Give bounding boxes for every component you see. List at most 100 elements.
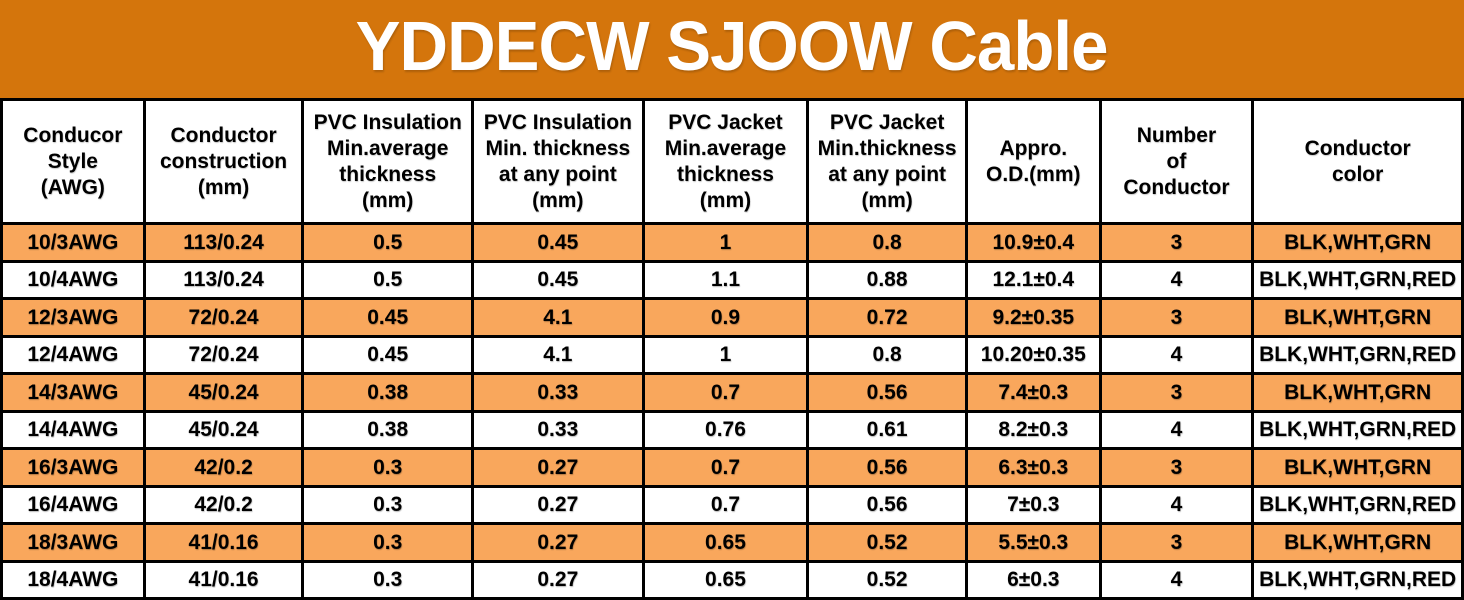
table-row: 18/4AWG 41/0.16 0.3 0.27 0.65 0.52 6±0.3 4 BLK,W… [0,559,1464,600]
header-cell-pvc-jacket-min-average: PVC Jacket Min.average thickness (mm) [641,98,810,225]
table-cell-approx-od: 9.2±0.35 [964,297,1102,338]
table-cell-pvc-jacket-min-average: 0.76 [641,409,810,450]
table-cell-pvc-jacket-min-point: 0.56 [806,484,968,525]
table-cell-pvc-insulation-min-point: 0.33 [471,372,645,413]
table-cell-conductor-style: 14/3AWG [0,372,146,413]
header-cell-conductor-style: Conducor Style (AWG) [0,98,146,225]
table-cell-conductor-style: 18/4AWG [0,559,146,600]
table-row: 18/3AWG 41/0.16 0.3 0.27 0.65 0.52 5.5±0.3 3 BLK… [0,522,1464,563]
table-cell-number-of-conductor: 3 [1098,372,1255,413]
table-cell-pvc-jacket-min-average: 1.1 [641,259,810,300]
table-cell-conductor-construction: 72/0.24 [142,297,305,338]
table-cell-conductor-style: 16/4AWG [0,484,146,525]
table-cell-conductor-color: BLK,WHT,GRN [1251,222,1464,263]
table-cell-conductor-construction: 72/0.24 [142,334,305,375]
table-cell-pvc-jacket-min-average: 0.7 [641,484,810,525]
table-cell-conductor-style: 10/3AWG [0,222,146,263]
table-cell-pvc-insulation-min-average: 0.5 [301,222,474,263]
table-cell-pvc-insulation-min-average: 0.38 [301,409,474,450]
table-cell-conductor-construction: 45/0.24 [142,372,305,413]
table-cell-conductor-style: 10/4AWG [0,259,146,300]
table-cell-conductor-color: BLK,WHT,GRN,RED [1251,484,1464,525]
table-cell-conductor-color: BLK,WHT,GRN [1251,522,1464,563]
header-cell-pvc-insulation-min-average: PVC Insulation Min.average thickness (mm… [301,98,474,225]
table-cell-number-of-conductor: 3 [1098,222,1255,263]
header-cell-pvc-insulation-min-point: PVC Insulation Min. thickness at any poi… [471,98,645,225]
page-title: YDDECW SJOOW Cable [356,7,1109,85]
table-cell-number-of-conductor: 3 [1098,522,1255,563]
table-cell-pvc-jacket-min-point: 0.52 [806,559,968,600]
table-cell-conductor-color: BLK,WHT,GRN,RED [1251,259,1464,300]
header-cell-number-of-conductor: Number of Conductor [1098,98,1255,225]
table-row: 10/3AWG 113/0.24 0.5 0.45 1 0.8 10.9±0.4 3 BLK,W… [0,222,1464,263]
table-cell-pvc-jacket-min-average: 0.9 [641,297,810,338]
table-cell-pvc-insulation-min-average: 0.3 [301,559,474,600]
title-banner: YDDECW SJOOW Cable [0,0,1464,98]
table-cell-pvc-jacket-min-point: 0.8 [806,334,968,375]
table-cell-conductor-construction: 42/0.2 [142,447,305,488]
table-cell-conductor-construction: 41/0.16 [142,522,305,563]
table-cell-pvc-jacket-min-point: 0.61 [806,409,968,450]
table-cell-conductor-color: BLK,WHT,GRN,RED [1251,559,1464,600]
table-row: 16/3AWG 42/0.2 0.3 0.27 0.7 0.56 6.3±0.3 3 BLK,W… [0,447,1464,488]
table-cell-pvc-insulation-min-point: 0.27 [471,484,645,525]
table-cell-conductor-construction: 41/0.16 [142,559,305,600]
table-cell-pvc-insulation-min-average: 0.3 [301,484,474,525]
table-cell-pvc-insulation-min-average: 0.45 [301,297,474,338]
table-cell-pvc-jacket-min-average: 0.7 [641,447,810,488]
table-cell-pvc-jacket-min-average: 1 [641,334,810,375]
table-cell-pvc-jacket-min-point: 0.52 [806,522,968,563]
table-cell-conductor-color: BLK,WHT,GRN [1251,447,1464,488]
table-row: 10/4AWG 113/0.24 0.5 0.45 1.1 0.88 12.1±0.4 4 BL… [0,259,1464,300]
table-cell-pvc-insulation-min-point: 0.27 [471,447,645,488]
table-row: 14/4AWG 45/0.24 0.38 0.33 0.76 0.61 8.2±0.3 4 BL… [0,409,1464,450]
table-cell-number-of-conductor: 3 [1098,297,1255,338]
table-cell-conductor-construction: 42/0.2 [142,484,305,525]
table-cell-approx-od: 12.1±0.4 [964,259,1102,300]
table-cell-pvc-jacket-min-point: 0.56 [806,447,968,488]
table-cell-pvc-insulation-min-point: 0.33 [471,409,645,450]
table-cell-pvc-jacket-min-point: 0.56 [806,372,968,413]
table-cell-pvc-insulation-min-average: 0.3 [301,447,474,488]
cable-spec-table: Conducor Style (AWG) Conductor constructi… [0,98,1464,600]
table-cell-conductor-color: BLK,WHT,GRN [1251,297,1464,338]
header-cell-approx-od: Appro. O.D.(mm) [964,98,1102,225]
table-cell-approx-od: 10.20±0.35 [964,334,1102,375]
table-cell-number-of-conductor: 3 [1098,447,1255,488]
table-row: 12/3AWG 72/0.24 0.45 4.1 0.9 0.72 9.2±0.35 3 BLK… [0,297,1464,338]
table-cell-conductor-construction: 45/0.24 [142,409,305,450]
table-cell-conductor-color: BLK,WHT,GRN,RED [1251,334,1464,375]
header-row: Conducor Style (AWG) Conductor constructi… [0,98,1464,225]
table-row: 12/4AWG 72/0.24 0.45 4.1 1 0.8 10.20±0.35 4 BLK,… [0,334,1464,375]
header-cell-conductor-construction: Conductor construction (mm) [142,98,305,225]
table-cell-pvc-insulation-min-average: 0.5 [301,259,474,300]
table-cell-pvc-jacket-min-average: 0.65 [641,522,810,563]
table-cell-conductor-construction: 113/0.24 [142,222,305,263]
table-cell-approx-od: 8.2±0.3 [964,409,1102,450]
table-cell-number-of-conductor: 4 [1098,259,1255,300]
table-cell-number-of-conductor: 4 [1098,409,1255,450]
table-cell-pvc-insulation-min-average: 0.45 [301,334,474,375]
table-cell-approx-od: 6±0.3 [964,559,1102,600]
table-cell-conductor-style: 14/4AWG [0,409,146,450]
table-cell-pvc-insulation-min-average: 0.38 [301,372,474,413]
table-row: 14/3AWG 45/0.24 0.38 0.33 0.7 0.56 7.4±0.3 3 BLK… [0,372,1464,413]
table-cell-approx-od: 10.9±0.4 [964,222,1102,263]
table-cell-pvc-jacket-min-point: 0.72 [806,297,968,338]
table-cell-conductor-color: BLK,WHT,GRN,RED [1251,409,1464,450]
table-cell-number-of-conductor: 4 [1098,334,1255,375]
table-cell-number-of-conductor: 4 [1098,559,1255,600]
table-cell-pvc-insulation-min-average: 0.3 [301,522,474,563]
table-cell-pvc-jacket-min-average: 1 [641,222,810,263]
table-cell-conductor-style: 12/4AWG [0,334,146,375]
table-cell-approx-od: 5.5±0.3 [964,522,1102,563]
table-cell-pvc-insulation-min-point: 0.45 [471,222,645,263]
table-cell-pvc-insulation-min-point: 0.27 [471,522,645,563]
table-body: 10/3AWG 113/0.24 0.5 0.45 1 0.8 10.9±0.4 3 BLK,W… [0,222,1464,600]
table-cell-pvc-jacket-min-point: 0.8 [806,222,968,263]
table-cell-conductor-construction: 113/0.24 [142,259,305,300]
table-cell-number-of-conductor: 4 [1098,484,1255,525]
table-cell-pvc-insulation-min-point: 0.27 [471,559,645,600]
table-cell-approx-od: 7±0.3 [964,484,1102,525]
